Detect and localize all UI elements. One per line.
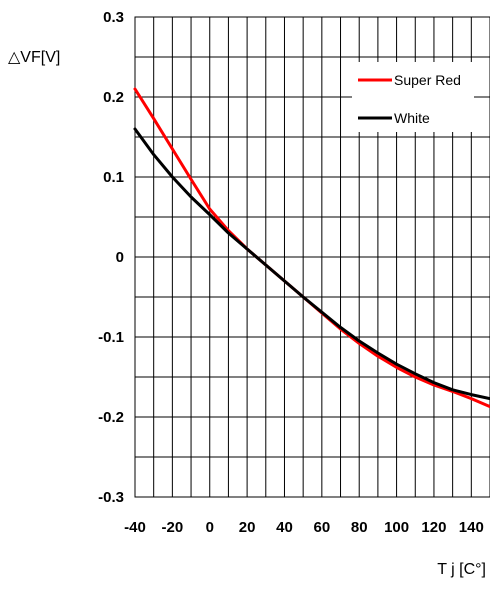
legend-label: White <box>394 110 430 126</box>
x-tick-label: 0 <box>206 519 214 536</box>
x-tick-label: 100 <box>384 519 409 536</box>
x-axis-label: T j [C°] <box>437 561 486 578</box>
y-axis-label: △VF[V] <box>8 49 60 66</box>
x-tick-label: -20 <box>162 519 184 536</box>
x-tick-label: 60 <box>313 519 330 536</box>
y-tick-labels: 0.3 0.2 0.1 0 -0.1 -0.2 -0.3 <box>98 9 124 506</box>
y-tick-label: -0.2 <box>98 409 124 426</box>
x-tick-labels: -40 -20 0 20 40 60 80 100 120 140 <box>124 519 484 536</box>
y-tick-label: -0.3 <box>98 489 124 506</box>
y-tick-label: 0 <box>116 249 124 266</box>
x-tick-label: 120 <box>421 519 446 536</box>
x-tick-label: 80 <box>351 519 368 536</box>
y-tick-label: -0.1 <box>98 329 124 346</box>
x-tick-label: 40 <box>276 519 293 536</box>
y-tick-label: 0.2 <box>103 89 124 106</box>
legend: Super Red White <box>352 62 474 132</box>
series-line-white <box>135 129 490 399</box>
x-tick-label: 20 <box>239 519 256 536</box>
y-tick-label: 0.1 <box>103 169 124 186</box>
x-tick-label: -40 <box>124 519 146 536</box>
legend-label: Super Red <box>394 72 461 88</box>
x-tick-label: 140 <box>459 519 484 536</box>
y-tick-label: 0.3 <box>103 9 124 26</box>
